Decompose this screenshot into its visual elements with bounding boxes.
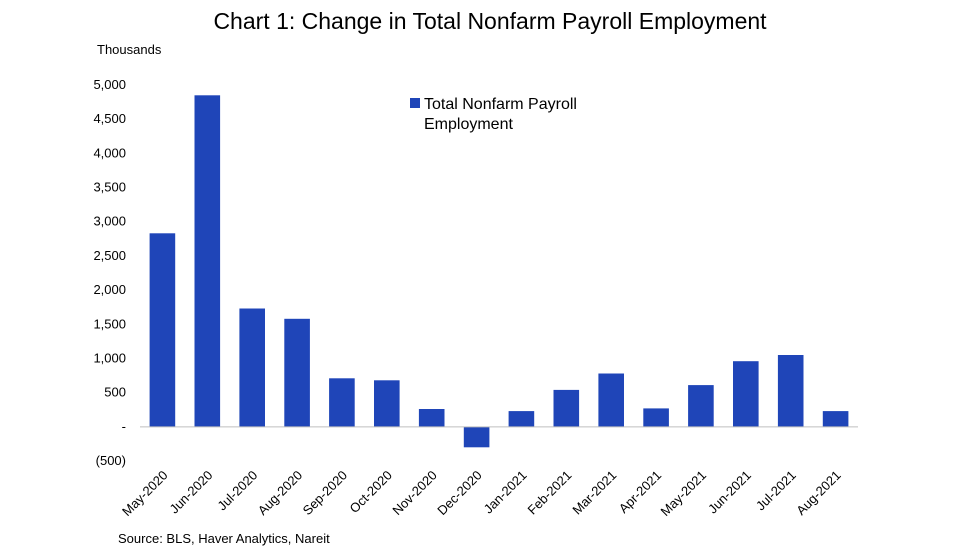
x-tick-label: Oct-2020 <box>347 468 395 516</box>
x-tick-label: Jun-2021 <box>705 468 754 517</box>
y-tick-label: 1,000 <box>93 350 126 365</box>
source-note: Source: BLS, Haver Analytics, Nareit <box>118 531 330 546</box>
bars <box>149 95 849 448</box>
bar <box>463 426 490 448</box>
chart-title: Chart 1: Change in Total Nonfarm Payroll… <box>213 8 767 34</box>
bar <box>688 385 714 427</box>
bar <box>329 378 355 427</box>
y-tick-label: (500) <box>96 453 126 468</box>
x-tick-label: Nov-2020 <box>389 468 439 518</box>
y-tick-label: 3,500 <box>93 180 126 195</box>
y-tick-label: 2,000 <box>93 282 126 297</box>
x-tick-label: Jun-2020 <box>166 468 215 517</box>
y-tick-label: 1,500 <box>93 316 126 331</box>
legend-swatch <box>410 98 420 108</box>
bar <box>149 233 176 427</box>
bar <box>777 355 804 427</box>
y-tick-label: 4,000 <box>93 145 126 160</box>
x-tick-label: May-2020 <box>119 468 170 519</box>
bar <box>374 380 400 427</box>
bar <box>239 308 265 427</box>
y-axis-unit-label: Thousands <box>97 42 162 57</box>
x-tick-label: Dec-2020 <box>434 468 484 518</box>
bar <box>733 361 759 427</box>
x-tick-label: Aug-2021 <box>793 468 843 518</box>
y-tick-label: 5,000 <box>93 77 126 92</box>
y-axis-ticks: (500) - 500 1,000 1,500 2,000 2,500 3,000 3,500 4… <box>93 77 126 468</box>
x-tick-label: Sep-2020 <box>300 468 350 518</box>
x-tick-label: Mar-2021 <box>569 468 619 518</box>
legend-series-name: Total Nonfarm Payroll Employment <box>424 96 577 133</box>
x-tick-label: Jul-2020 <box>214 468 260 514</box>
x-tick-label: Jul-2021 <box>753 468 799 514</box>
bar <box>418 409 445 427</box>
bar <box>598 373 624 427</box>
y-tick-label: - <box>122 419 126 434</box>
y-tick-label: 500 <box>104 385 126 400</box>
x-tick-label: Aug-2020 <box>255 468 305 518</box>
bar <box>822 411 849 427</box>
y-tick-label: 4,500 <box>93 111 126 126</box>
x-tick-label: Feb-2021 <box>524 468 574 518</box>
y-tick-label: 3,000 <box>93 214 126 229</box>
x-tick-label: May-2021 <box>658 468 709 519</box>
bar <box>643 408 669 427</box>
bar <box>284 318 310 427</box>
bar <box>553 389 580 427</box>
x-tick-label: Jan-2021 <box>481 468 530 517</box>
bar <box>508 411 535 427</box>
legend: Total Nonfarm Payroll Employment <box>410 96 577 133</box>
y-tick-label: 2,500 <box>93 248 126 263</box>
bar <box>194 95 221 427</box>
